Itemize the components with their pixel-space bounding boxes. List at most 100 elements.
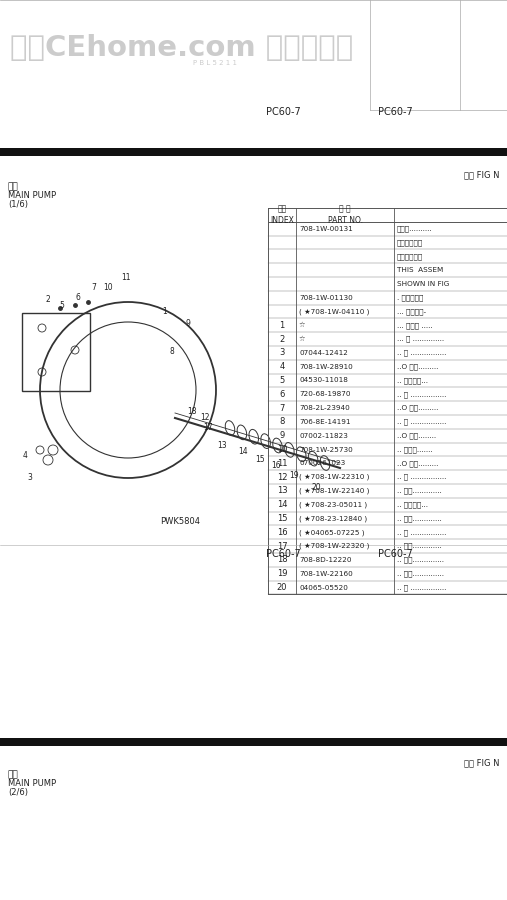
Text: .. 吊环螺栓...: .. 吊环螺栓... bbox=[397, 377, 428, 383]
Text: ( ★708-1W-22310 ): ( ★708-1W-22310 ) bbox=[299, 473, 370, 481]
Text: P B L 5 2 1 1: P B L 5 2 1 1 bbox=[193, 60, 237, 66]
Text: 708-1W-01130: 708-1W-01130 bbox=[299, 294, 353, 301]
Text: .. 垫圈套件...: .. 垫圈套件... bbox=[397, 501, 428, 508]
Text: .. 环 ................: .. 环 ................ bbox=[397, 584, 446, 590]
Text: 图号 FIG N: 图号 FIG N bbox=[464, 170, 500, 179]
Text: ( ★708-1W-22320 ): ( ★708-1W-22320 ) bbox=[299, 543, 370, 549]
Text: PC60-7: PC60-7 bbox=[378, 549, 412, 559]
Text: .. 圈圈..............: .. 圈圈.............. bbox=[397, 571, 444, 577]
Text: 的所有零部件: 的所有零部件 bbox=[397, 253, 423, 259]
Text: 4: 4 bbox=[23, 451, 27, 460]
Text: 13: 13 bbox=[277, 486, 287, 495]
Text: ... 泵壳体 .....: ... 泵壳体 ..... bbox=[397, 322, 432, 328]
Text: 图号 FIG N: 图号 FIG N bbox=[464, 758, 500, 767]
Text: 泵总成..........: 泵总成.......... bbox=[397, 225, 432, 232]
Text: ☆: ☆ bbox=[299, 322, 306, 328]
Text: ... 壳体总成-: ... 壳体总成- bbox=[397, 308, 426, 315]
Text: 12: 12 bbox=[277, 472, 287, 482]
Text: 14: 14 bbox=[277, 500, 287, 509]
Text: 3: 3 bbox=[27, 473, 32, 482]
Text: 19: 19 bbox=[277, 569, 287, 578]
Text: MAIN PUMP: MAIN PUMP bbox=[8, 779, 56, 788]
Text: 5: 5 bbox=[279, 376, 284, 385]
Text: 9: 9 bbox=[279, 431, 284, 440]
Text: PC60-7: PC60-7 bbox=[266, 549, 300, 559]
Text: ( ★708-23-12840 ): ( ★708-23-12840 ) bbox=[299, 515, 367, 522]
Text: 5: 5 bbox=[59, 301, 64, 310]
Text: 6: 6 bbox=[76, 292, 81, 302]
Text: 13: 13 bbox=[217, 440, 227, 449]
Text: ..O 形圈.........: ..O 形圈......... bbox=[397, 364, 439, 370]
Text: 708-8D-12220: 708-8D-12220 bbox=[299, 557, 351, 562]
Text: 8: 8 bbox=[279, 418, 285, 427]
Bar bbox=[0, 738, 507, 746]
Text: ... 塞 ..............: ... 塞 .............. bbox=[397, 336, 444, 342]
Text: PC60-7: PC60-7 bbox=[266, 107, 300, 117]
Text: 16: 16 bbox=[271, 462, 281, 471]
Text: 20: 20 bbox=[311, 483, 321, 492]
Text: 该总成包括图: 该总成包括图 bbox=[397, 239, 423, 246]
Text: .. 塞 ................: .. 塞 ................ bbox=[397, 349, 446, 356]
Text: 18: 18 bbox=[187, 408, 197, 417]
Text: 17: 17 bbox=[277, 542, 287, 551]
Text: 18: 18 bbox=[277, 555, 287, 564]
Text: 708-1W-22160: 708-1W-22160 bbox=[299, 571, 353, 577]
Text: ☆: ☆ bbox=[299, 336, 306, 342]
Text: .. 轴 ................: .. 轴 ................ bbox=[397, 473, 446, 481]
Text: .. 环 ................: .. 环 ................ bbox=[397, 529, 446, 535]
Text: (2/6): (2/6) bbox=[8, 788, 28, 797]
Text: 708-1W-25730: 708-1W-25730 bbox=[299, 446, 353, 453]
Text: 07002-11823: 07002-11823 bbox=[299, 433, 348, 438]
Text: SHOWN IN FIG: SHOWN IN FIG bbox=[397, 281, 449, 287]
Text: 04065-05520: 04065-05520 bbox=[299, 584, 348, 590]
Text: 708-2L-23940: 708-2L-23940 bbox=[299, 405, 350, 411]
Text: 9: 9 bbox=[186, 320, 191, 328]
Text: 708-1W-28910: 708-1W-28910 bbox=[299, 364, 353, 370]
Text: ..O 形圈........: ..O 形圈........ bbox=[397, 432, 436, 439]
Text: 铁甲CEhome.com 工程机械网: 铁甲CEhome.com 工程机械网 bbox=[10, 34, 353, 62]
Text: 16: 16 bbox=[277, 527, 287, 536]
Text: 12: 12 bbox=[200, 412, 210, 421]
Bar bbox=[22, 313, 90, 391]
Text: 17: 17 bbox=[203, 422, 213, 431]
Text: 3: 3 bbox=[279, 348, 285, 357]
Text: ( ★708-23-05011 ): ( ★708-23-05011 ) bbox=[299, 501, 367, 508]
Text: THIS  ASSEM: THIS ASSEM bbox=[397, 267, 443, 273]
Text: 11: 11 bbox=[277, 459, 287, 468]
Text: 主泵: 主泵 bbox=[8, 770, 19, 779]
Text: 7: 7 bbox=[92, 283, 96, 292]
Text: 2: 2 bbox=[46, 295, 50, 304]
Text: 20: 20 bbox=[277, 583, 287, 592]
Text: 706-8E-14191: 706-8E-14191 bbox=[299, 418, 350, 425]
Text: ( ★708-1W-22140 ): ( ★708-1W-22140 ) bbox=[299, 488, 370, 494]
Text: .. 塞 ................: .. 塞 ................ bbox=[397, 391, 446, 398]
Text: ..O 形圈.........: ..O 形圈......... bbox=[397, 460, 439, 466]
Bar bbox=[0, 148, 507, 156]
Text: 件 号
PART NO.: 件 号 PART NO. bbox=[328, 205, 363, 225]
Text: 04530-11018: 04530-11018 bbox=[299, 377, 348, 383]
Text: ..O 形圈.........: ..O 形圈......... bbox=[397, 405, 439, 411]
Text: 主泵: 主泵 bbox=[8, 182, 19, 191]
Text: 7: 7 bbox=[279, 403, 285, 412]
Text: .. 油缸..............: .. 油缸.............. bbox=[397, 556, 444, 563]
Text: 11: 11 bbox=[121, 274, 131, 283]
Text: ( ★04065-07225 ): ( ★04065-07225 ) bbox=[299, 529, 365, 535]
Text: 8: 8 bbox=[170, 347, 174, 356]
Text: PWK5804: PWK5804 bbox=[160, 518, 200, 526]
Text: .. 塞 ................: .. 塞 ................ bbox=[397, 418, 446, 425]
Text: 07044-12412: 07044-12412 bbox=[299, 350, 348, 356]
Text: 10: 10 bbox=[103, 284, 113, 292]
Text: 14: 14 bbox=[238, 447, 248, 456]
Text: 708-1W-00131: 708-1W-00131 bbox=[299, 226, 353, 231]
Text: 15: 15 bbox=[277, 514, 287, 523]
Text: 2: 2 bbox=[279, 335, 284, 344]
Text: .. 轴承.............: .. 轴承............. bbox=[397, 488, 442, 494]
Text: 6: 6 bbox=[279, 390, 285, 399]
Text: ( ★708-1W-04110 ): ( ★708-1W-04110 ) bbox=[299, 308, 370, 315]
Text: 10: 10 bbox=[277, 445, 287, 454]
Text: 1: 1 bbox=[279, 320, 284, 329]
Text: .. 节流孔.......: .. 节流孔....... bbox=[397, 446, 432, 453]
Text: MAIN PUMP: MAIN PUMP bbox=[8, 191, 56, 200]
Text: .. 卡环.............: .. 卡环............. bbox=[397, 515, 442, 522]
Text: . 泵分体总成: . 泵分体总成 bbox=[397, 294, 423, 301]
